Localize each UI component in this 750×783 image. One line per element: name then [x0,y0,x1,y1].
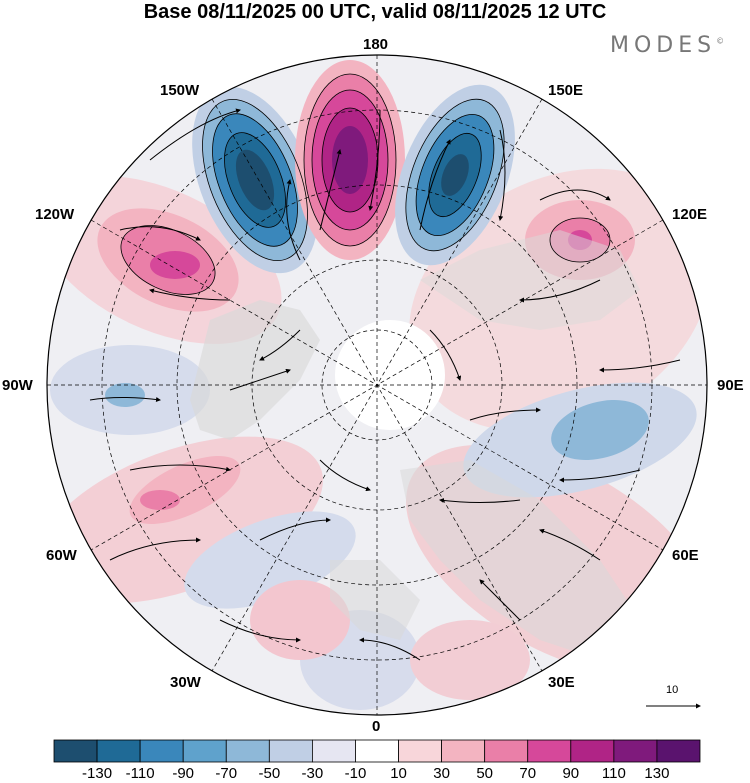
colorbar-swatch [355,739,399,763]
colorbar-tick-label: 10 [390,765,407,782]
colorbar-swatch [53,739,98,763]
colorbar-tick-label: 70 [519,765,537,782]
colorbar-swatch [441,739,486,763]
wind-vectors [89,108,681,661]
colorbar-swatch [613,739,658,763]
graticule [47,55,707,715]
longitude-label-150e: 150E [548,82,584,99]
longitude-label-90w: 90W [2,377,33,394]
anomaly-field [47,55,707,715]
colorbar-swatch [311,739,356,763]
colorbar-swatch [527,739,572,763]
longitude-label-60e: 60E [672,547,699,564]
longitude-label-60w: 60W [46,547,77,564]
colorbar-swatch [656,739,701,763]
colorbar-swatch [182,739,227,763]
colorbar-tick-label: -70 [215,765,238,782]
longitude-label-30e: 30E [548,674,575,691]
colorbar-tick-label: -50 [258,765,281,782]
colorbar-tick-label: -10 [344,765,367,782]
colorbar-tick-label: -30 [301,765,324,782]
colorbar-tick-label: 130 [644,765,670,782]
colorbar [53,739,701,763]
colorbar-swatch [398,739,442,763]
reference-vector-label: 10 [666,684,679,696]
colorbar-tick-label: 50 [476,765,493,782]
colorbar-tick-label: 30 [433,765,450,782]
colorbar-swatch [570,739,615,763]
colorbar-swatch [96,739,141,763]
longitude-label-30w: 30W [170,674,201,691]
longitude-label-120e: 120E [672,206,708,223]
longitude-label-120w: 120W [35,206,75,223]
map-title: Base 08/11/2025 00 UTC, valid 08/11/2025… [143,1,607,23]
colorbar-tick-label: -130 [82,765,113,782]
longitude-label-150w: 150W [160,82,200,99]
colorbar-tick-label: -110 [125,765,155,782]
colorbar-swatch [484,739,529,763]
colorbar-tick-label: -90 [172,765,195,782]
longitude-label-0: 0 [372,718,381,735]
longitude-label-180: 180 [363,36,389,53]
colorbar-swatch [225,739,270,763]
copyright-mark: © [716,36,725,46]
colorbar-tick-label: 110 [601,765,626,782]
colorbar-tick-label: 90 [562,765,580,782]
colorbar-swatch [268,739,313,763]
brand-logo: MODES© [610,33,724,58]
brand-text: MODES [610,33,717,58]
map-boundary [46,54,708,716]
longitude-label-90e: 90E [717,377,744,394]
colorbar-swatch [139,739,184,763]
